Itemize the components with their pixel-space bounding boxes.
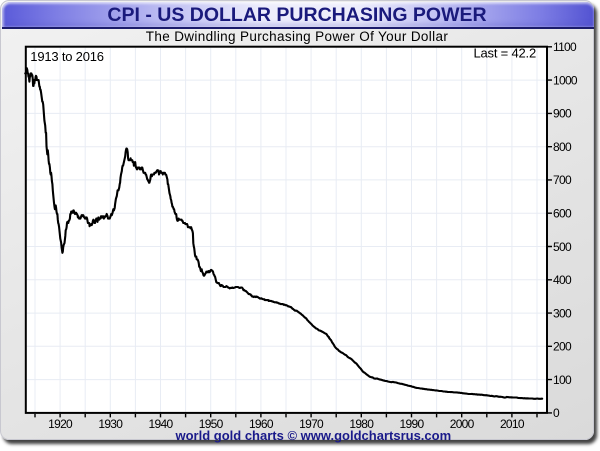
- svg-text:2010: 2010: [500, 417, 525, 431]
- svg-text:1913 to 2016: 1913 to 2016: [30, 49, 104, 64]
- svg-text:700: 700: [553, 173, 572, 187]
- svg-text:400: 400: [553, 273, 572, 287]
- svg-text:0: 0: [553, 406, 560, 420]
- svg-text:100: 100: [553, 373, 572, 387]
- svg-text:1940: 1940: [149, 417, 174, 431]
- svg-text:1960: 1960: [249, 417, 274, 431]
- svg-text:1930: 1930: [98, 417, 123, 431]
- svg-text:2000: 2000: [450, 417, 475, 431]
- svg-text:1920: 1920: [48, 417, 73, 431]
- svg-text:1990: 1990: [400, 417, 425, 431]
- svg-text:500: 500: [553, 240, 572, 254]
- svg-text:1980: 1980: [349, 417, 374, 431]
- svg-text:1000: 1000: [553, 73, 578, 87]
- svg-text:1950: 1950: [199, 417, 224, 431]
- svg-text:300: 300: [553, 306, 572, 320]
- svg-text:800: 800: [553, 140, 572, 154]
- svg-text:200: 200: [553, 340, 572, 354]
- svg-text:900: 900: [553, 107, 572, 121]
- svg-text:1970: 1970: [299, 417, 324, 431]
- svg-text:1100: 1100: [553, 40, 577, 54]
- svg-text:600: 600: [553, 207, 572, 221]
- svg-text:Last = 42.2: Last = 42.2: [474, 46, 537, 61]
